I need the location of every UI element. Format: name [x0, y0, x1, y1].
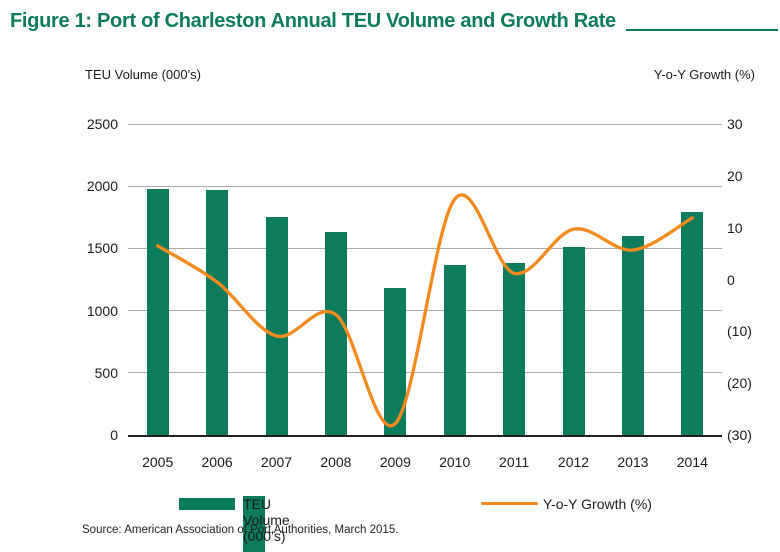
year-label-2012: 2012 — [557, 454, 590, 470]
left-tick-0: 0 — [110, 427, 118, 443]
gridline — [128, 247, 722, 249]
legend-line-label: Y-o-Y Growth (%) — [543, 496, 652, 512]
left-tick-1000: 1000 — [86, 302, 118, 319]
bar-2008 — [324, 231, 347, 435]
year-label-2010: 2010 — [439, 454, 471, 470]
right-tick-30: 30 — [727, 116, 743, 132]
gridline — [128, 123, 722, 125]
year-label-2005: 2005 — [142, 454, 174, 470]
bar-2006 — [206, 190, 229, 435]
bar-2010 — [443, 265, 466, 435]
year-label-2007: 2007 — [260, 454, 293, 470]
year-label-2009: 2009 — [379, 454, 411, 470]
bar-2013 — [621, 235, 644, 435]
right-tick-n20n: (20) — [727, 375, 752, 392]
bar-2011 — [503, 263, 526, 435]
figure-title-row: Figure 1: Port of Charleston Annual TEU … — [10, 8, 778, 34]
year-label-2014: 2014 — [676, 454, 708, 470]
right-tick-n10n: (10) — [727, 323, 752, 340]
legend-line-swatch — [481, 502, 538, 505]
right-tick-10: 10 — [727, 219, 743, 236]
source-note: Source: American Association of Port Aut… — [82, 524, 399, 536]
gridline — [128, 372, 722, 374]
left-tick-2000: 2000 — [86, 178, 118, 195]
right-tick-20: 20 — [727, 167, 743, 184]
figure-title: Figure 1: Port of Charleston Annual TEU … — [10, 10, 616, 32]
year-label-2006: 2006 — [201, 454, 233, 470]
legend-bar-swatch — [179, 498, 235, 510]
bar-2012 — [562, 246, 585, 435]
bar-2014 — [681, 212, 704, 435]
growth-line-chart — [156, 193, 694, 428]
left-tick-2500: 2500 — [86, 116, 118, 132]
left-axis-title: TEU Volume (000's) — [85, 67, 201, 82]
plot-area — [128, 123, 722, 437]
year-label-2008: 2008 — [320, 454, 352, 470]
left-tick-500: 500 — [94, 364, 118, 381]
gridline — [128, 185, 722, 187]
right-tick-n30n: (30) — [727, 427, 752, 443]
right-axis-title: Y-o-Y Growth (%) — [653, 67, 755, 82]
left-tick-1500: 1500 — [86, 240, 118, 257]
bar-2007 — [265, 216, 288, 435]
right-tick-0: 0 — [727, 271, 735, 288]
bar-2009 — [384, 288, 407, 435]
title-rule — [625, 29, 778, 31]
growth-line — [156, 193, 694, 428]
year-label-2011: 2011 — [499, 454, 530, 470]
year-label-2013: 2013 — [617, 454, 649, 470]
